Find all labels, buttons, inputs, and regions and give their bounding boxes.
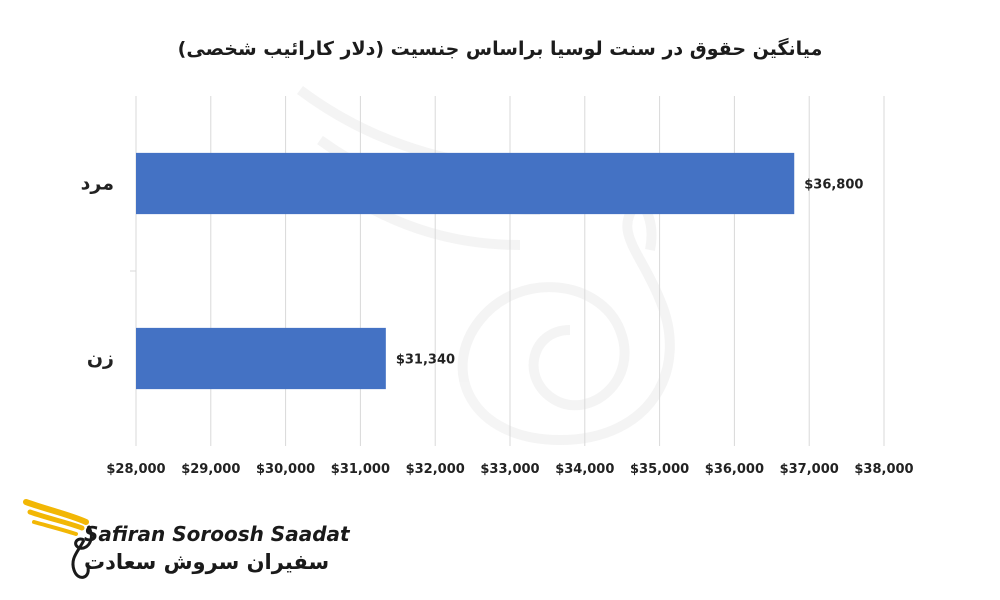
bar: [136, 152, 795, 215]
x-tick-label: $36,000: [705, 462, 764, 477]
x-tick-label: $32,000: [406, 462, 465, 477]
logo-text-persian: سفیران سروش سعادت: [84, 550, 330, 574]
x-tick-label: $38,000: [854, 462, 913, 477]
bars: $36,800 $31,340: [136, 152, 863, 390]
x-tick-label: $34,000: [555, 462, 614, 477]
x-tick-label: $29,000: [181, 462, 240, 477]
chart-title: میانگین حقوق در سنت لوسیا براساس جنسیت (…: [177, 38, 823, 60]
data-label: $36,800: [804, 178, 863, 193]
x-tick-label: $35,000: [630, 462, 689, 477]
x-tick-label: $28,000: [106, 462, 165, 477]
gridlines: [130, 96, 885, 446]
category-label: مرد: [81, 173, 114, 195]
x-tick-label: $33,000: [480, 462, 539, 477]
company-logo: Safiran Soroosh Saadat سفیران سروش سعادت: [18, 492, 350, 592]
logo-swan-icon: [23, 499, 93, 579]
x-axis-ticks: $28,000 $29,000 $30,000 $31,000 $32,000 $33,0…: [106, 462, 913, 477]
data-label: $31,340: [396, 353, 455, 368]
x-tick-label: $37,000: [780, 462, 839, 477]
logo-text-english: Safiran Soroosh Saadat: [84, 522, 350, 546]
y-axis-labels: مرد زن: [81, 173, 114, 370]
bar: [136, 327, 386, 390]
category-label: زن: [87, 348, 114, 370]
x-tick-label: $31,000: [331, 462, 390, 477]
x-tick-label: $30,000: [256, 462, 315, 477]
